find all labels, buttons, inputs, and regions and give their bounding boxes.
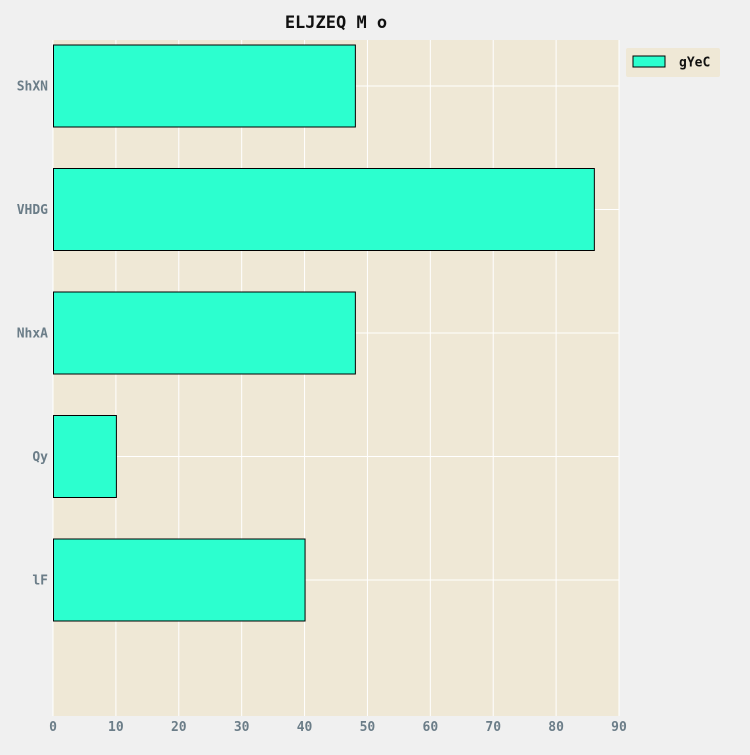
x-tick-label: 20 [171, 720, 187, 735]
legend-box [626, 48, 720, 77]
bar-qy [53, 415, 117, 498]
x-tick-label: 10 [108, 720, 124, 735]
y-tick-label: VHDG [17, 203, 48, 218]
x-tick-label: 70 [485, 720, 501, 735]
x-tick-label: 60 [423, 720, 439, 735]
y-tick-label: lF [32, 574, 48, 589]
x-tick-label: 50 [360, 720, 376, 735]
x-tick-label: 0 [49, 720, 57, 735]
legend: gYeC [626, 48, 720, 77]
bars-group [53, 44, 595, 622]
bar-shxn [53, 44, 356, 128]
legend-label: gYeC [679, 56, 710, 71]
x-tick-label: 90 [611, 720, 627, 735]
y-tick-label: NhxA [17, 327, 48, 342]
legend-swatch [632, 55, 666, 68]
x-tick-label: 40 [297, 720, 313, 735]
bar-vhdg [53, 168, 595, 251]
bar-nhxa [53, 291, 356, 375]
y-tick-label: ShXN [17, 80, 48, 95]
x-tick-label: 80 [548, 720, 564, 735]
chart-title: ELJZEQ M o [285, 13, 387, 33]
x-tick-label: 30 [234, 720, 250, 735]
y-tick-label: Qy [32, 450, 48, 465]
bar-lf [53, 538, 306, 622]
